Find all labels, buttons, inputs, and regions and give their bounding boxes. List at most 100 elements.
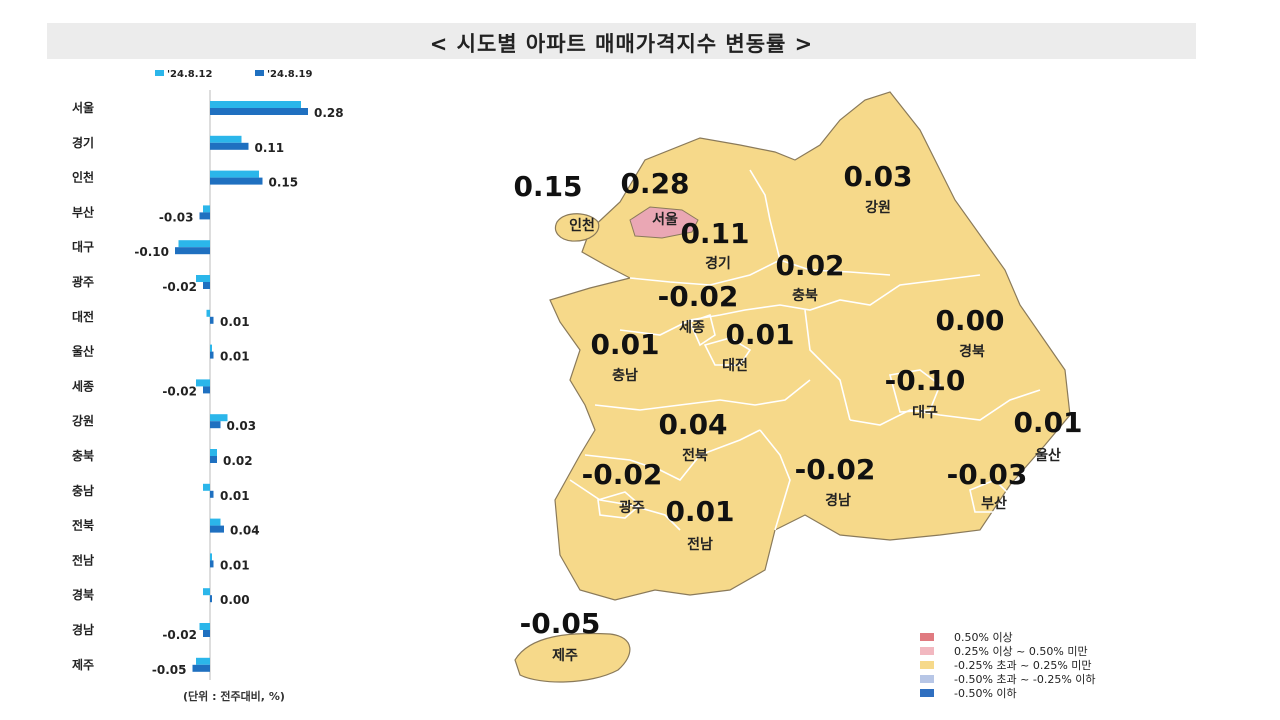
data-label: 0.02 <box>223 454 253 468</box>
bar-series-1 <box>199 623 210 630</box>
map-region-name: 울산 <box>1035 447 1061 464</box>
map-region-name: 경남 <box>825 492 851 509</box>
legend-item: -0.25% 초과 ~ 0.25% 미만 <box>920 658 1180 672</box>
map-value-label: -0.03 <box>947 458 1028 491</box>
map-region-name: 서울 <box>652 211 678 228</box>
map-region-name: 인천 <box>569 217 595 234</box>
bar-series-2 <box>175 247 210 255</box>
bar-series-1 <box>210 414 228 422</box>
map-region-name: 충북 <box>792 288 818 304</box>
map-region-name: 광주 <box>619 499 645 516</box>
bar-series-2 <box>210 560 214 568</box>
map-region-name: 충남 <box>612 367 638 384</box>
data-label: 0.01 <box>220 350 250 364</box>
category-label: 서울 <box>72 100 94 115</box>
map-seoul <box>629 206 699 239</box>
legend-item: -0.50% 이하 <box>920 686 1180 700</box>
bar-series-2 <box>210 177 263 185</box>
legend-label: -0.50% 이하 <box>954 687 1017 700</box>
map-value-label: 0.04 <box>658 408 727 441</box>
category-label: 광주 <box>72 274 94 289</box>
bar-series-1 <box>210 449 217 456</box>
legend-swatch <box>920 647 934 655</box>
data-label: 0.04 <box>230 524 260 538</box>
bar-series-2 <box>210 351 214 359</box>
legend-swatch <box>920 633 934 641</box>
bar-series-2 <box>210 421 221 429</box>
category-label: 울산 <box>72 344 94 359</box>
legend-item: 0.50% 이상 <box>920 630 1180 644</box>
unit-note: (단위 : 전주대비, %) <box>183 690 285 703</box>
bar-series-1 <box>196 379 210 387</box>
data-label: -0.02 <box>162 384 197 398</box>
map-regions <box>514 91 1071 683</box>
bar-series-1 <box>196 275 210 282</box>
legend-label: -0.25% 초과 ~ 0.25% 미만 <box>954 659 1092 672</box>
category-label: 충남 <box>72 483 94 498</box>
category-label: 경기 <box>72 135 94 150</box>
legend-label-series-2: '24.8.19 <box>267 69 312 80</box>
category-label: 부산 <box>72 204 94 219</box>
data-label: 0.11 <box>255 141 285 155</box>
category-label: 경남 <box>72 622 94 637</box>
legend-item: 0.25% 이상 ~ 0.50% 미만 <box>920 644 1180 658</box>
legend-swatch <box>920 675 934 683</box>
map-value-label: 0.02 <box>775 249 844 282</box>
korea-map: 0.15 인천 0.28 서울 0.11 경기 0.03 강원 0.02 충북 -0.02 세종 0.0… <box>513 91 1083 683</box>
map-region-name: 대전 <box>722 357 748 374</box>
data-label: -0.02 <box>162 628 197 642</box>
title-bar: < 시도별 아파트 매매가격지수 변동률 > <box>47 23 1196 59</box>
category-label: 인천 <box>72 170 94 185</box>
bar-series-1 <box>206 309 210 317</box>
map-region-name: 전남 <box>687 536 713 553</box>
map-value-label: 0.28 <box>620 167 689 200</box>
map-value-label: 0.01 <box>725 318 794 351</box>
data-label: 0.15 <box>269 176 299 190</box>
data-label: 0.01 <box>220 489 250 503</box>
bar-series-1 <box>210 553 212 561</box>
bar-series-1 <box>210 135 242 143</box>
data-label: 0.03 <box>227 419 257 433</box>
map-legend: 0.50% 이상 0.25% 이상 ~ 0.50% 미만 -0.25% 초과 ~… <box>920 630 1180 700</box>
bar-series-2 <box>210 595 212 603</box>
data-label: -0.03 <box>159 210 194 224</box>
map-jeju <box>514 632 631 683</box>
data-label: -0.10 <box>134 245 169 259</box>
legend-label: 0.25% 이상 ~ 0.50% 미만 <box>954 645 1088 658</box>
bar-series-1 <box>178 240 210 248</box>
map-region-name: 부산 <box>981 495 1007 512</box>
map-labels: 0.15 인천 0.28 서울 0.11 경기 0.03 강원 0.02 충북 -0.02 세종 0.0… <box>513 160 1082 664</box>
map-region-name: 경북 <box>959 343 985 360</box>
bar-series-1 <box>210 344 212 352</box>
legend-label: 0.50% 이상 <box>954 631 1013 644</box>
data-label: 0.01 <box>220 558 250 572</box>
map-region-name: 세종 <box>679 320 705 336</box>
legend-swatch-2 <box>255 70 264 76</box>
map-region-name: 제주 <box>552 648 578 664</box>
bar-series-2 <box>210 142 249 150</box>
map-region-name: 강원 <box>865 199 891 216</box>
bar-chart: '24.8.12 '24.8.19 서울 0.28 경기 0.11 인천 0.15 부산 -0.0… <box>72 69 344 680</box>
category-label: 전남 <box>72 552 94 567</box>
legend-swatch <box>920 689 934 697</box>
bar-series-1 <box>210 170 259 178</box>
bar-series-2 <box>203 386 210 394</box>
data-label: 0.28 <box>314 106 344 120</box>
bar-series-2 <box>192 664 210 672</box>
legend-item: -0.50% 초과 ~ -0.25% 이하 <box>920 672 1180 686</box>
bar-series-2 <box>199 212 210 220</box>
bar-series-1 <box>203 205 210 213</box>
map-value-label: -0.10 <box>885 364 966 397</box>
map-region-name: 경기 <box>705 255 731 272</box>
map-value-label: 0.15 <box>513 170 582 203</box>
category-label: 강원 <box>72 414 94 428</box>
map-value-label: 0.00 <box>935 304 1004 337</box>
category-label: 전북 <box>72 518 94 533</box>
bar-series-1 <box>210 101 301 108</box>
bar-series-2 <box>203 282 210 289</box>
map-value-label: 0.01 <box>665 495 734 528</box>
category-label: 대전 <box>72 309 94 324</box>
map-value-label: 0.01 <box>590 328 659 361</box>
bar-series-2 <box>203 630 210 637</box>
legend-swatch-1 <box>155 70 164 76</box>
